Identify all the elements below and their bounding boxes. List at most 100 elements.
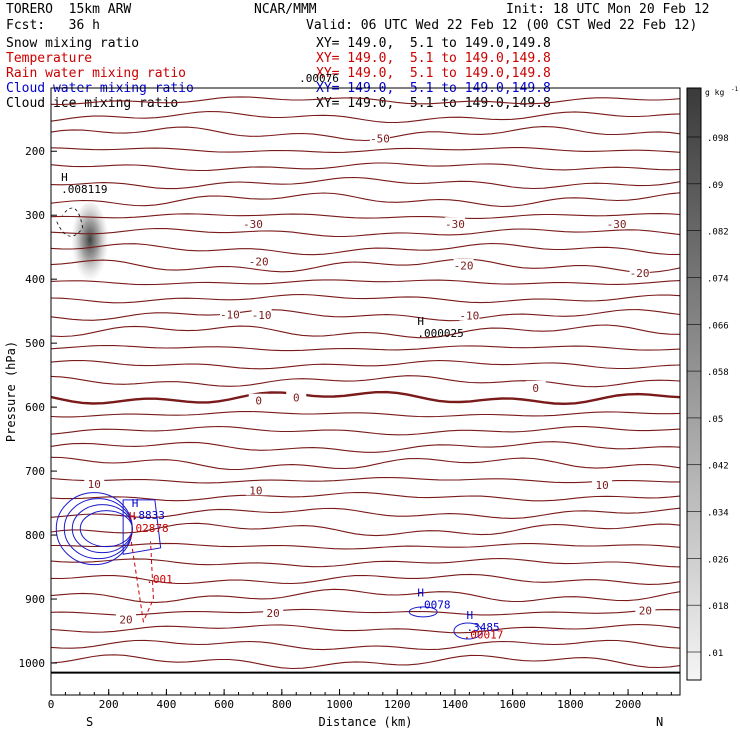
colorbar: .098 .09 .082 .074 .066 .058 .05 .042 .034 .026 .0…: [686, 86, 739, 681]
y-tick-label: 700: [25, 465, 45, 478]
colorbar-ramp: [686, 87, 702, 681]
cloud-water-contour: [79, 510, 133, 548]
x-tick-label: 1000: [326, 698, 353, 711]
extremum-value: .3485: [466, 621, 499, 634]
x-tick-label: 600: [214, 698, 234, 711]
extremum-value: .02878: [129, 522, 169, 535]
x-tick-label: 2000: [615, 698, 642, 711]
field-xy-temperature: XY= 149.0, 5.1 to 149.0,149.8: [316, 51, 551, 66]
temperature-label-bg: [459, 308, 480, 321]
temperature-label-bg: [116, 612, 137, 625]
temperature-label: -30: [445, 218, 465, 231]
south-label: S: [86, 715, 93, 729]
isotherm: [51, 213, 680, 219]
temperature-label: 10: [595, 479, 608, 492]
cloud-water-contour: [63, 498, 133, 560]
isotherm: [51, 242, 680, 256]
colorbar-tick-label: .082: [707, 228, 729, 238]
temperature-label: -10: [220, 308, 240, 321]
isotherm: [51, 344, 680, 352]
isotherm: [51, 476, 680, 484]
isotherm: [51, 456, 680, 471]
x-tick-label: 1200: [384, 698, 411, 711]
temperature-label-bg: [525, 380, 546, 393]
north-label: N: [656, 715, 663, 729]
isotherm: [51, 639, 680, 651]
colorbar-tick-label: .05: [707, 415, 723, 425]
extremum-value: .00017: [464, 629, 504, 642]
temperature-label: -30: [243, 218, 263, 231]
temperature-label-bg: [251, 308, 272, 321]
cloud-water-contour: [122, 499, 162, 555]
temperature-label-bg: [245, 483, 266, 496]
x-tick-label: 800: [272, 698, 292, 711]
temperature-label-bg: [629, 265, 650, 278]
cloud-ice-contour: [56, 207, 84, 237]
plot-area: [51, 82, 680, 674]
temperature-label: -20: [454, 260, 474, 273]
temperature-label: 0: [293, 392, 300, 405]
temperature-label: -30: [607, 218, 627, 231]
colorbar-tick-label: .018: [707, 602, 729, 612]
colorbar-tick-label: .098: [707, 134, 729, 144]
y-tick-label: 200: [25, 145, 45, 158]
colorbar-tick-label: .058: [707, 368, 729, 378]
forecast-hour: Fcst: 36 h: [6, 18, 100, 33]
colorbar-tick-label: .042: [707, 462, 729, 472]
x-tick-label: 1800: [557, 698, 584, 711]
temperature-label: -20: [630, 267, 650, 280]
isotherm-zero: [51, 390, 680, 406]
extremum-mark: H: [132, 497, 139, 510]
y-tick-label: 300: [25, 209, 45, 222]
x-tick-label: 0: [48, 698, 55, 711]
temperature-label: 0: [532, 382, 539, 395]
colorbar-tick-label: .026: [707, 555, 729, 565]
isotherm: [51, 441, 680, 453]
colorbar-tick-label: .074: [707, 274, 729, 284]
isotherm: [51, 176, 680, 190]
isotherm: [51, 293, 680, 304]
isotherm: [51, 324, 680, 339]
temperature-label-bg: [592, 478, 613, 491]
isotherm: [51, 110, 680, 124]
isotherm: [51, 410, 680, 418]
x-tick-label: 200: [99, 698, 119, 711]
temperature-label: 10: [88, 478, 101, 491]
temperature-label-bg: [263, 606, 284, 619]
y-tick-label: 500: [25, 337, 45, 350]
plot-frame: [50, 87, 681, 696]
extremum-mark: H: [466, 609, 473, 622]
extremum-value: .8833: [132, 509, 165, 522]
isotherm: [51, 654, 680, 670]
temperature-label: -50: [370, 132, 390, 145]
x-tick-label: 1600: [499, 698, 526, 711]
temperature-label: -20: [249, 255, 269, 268]
temperature-label-bg: [248, 254, 269, 267]
y-tick-label: 600: [25, 401, 45, 414]
isotherm: [51, 147, 680, 153]
temperature-label-bg: [369, 131, 390, 144]
cloud-water-contour: [408, 606, 438, 618]
y-tick-label: 800: [25, 529, 45, 542]
temperature-label-bg: [219, 307, 240, 320]
extremum-mark: H: [129, 510, 136, 523]
annotations: -50 -30 -30 -30 -20 -20 -20 -10 -10 -10 0 0 0 10 10 10 2…: [61, 72, 656, 642]
isotherm: [51, 507, 680, 519]
isotherm: [51, 192, 680, 208]
snow-shading: [71, 202, 109, 286]
isotherm: [51, 359, 680, 370]
field-label-cloud-ice: Cloud ice mixing ratio: [6, 96, 179, 111]
model-title: TORERO 15km ARW: [6, 2, 132, 17]
field-label-temperature: Temperature: [6, 51, 93, 66]
isotherm: [51, 126, 680, 142]
isotherm: [51, 425, 680, 436]
temperature-label: 20: [267, 607, 280, 620]
valid-time: Valid: 06 UTC Wed 22 Feb 12 (00 CST Wed …: [306, 18, 698, 33]
isotherm: [51, 82, 680, 87]
extremum-value: .000025: [417, 327, 463, 340]
y-tick-label: 900: [25, 593, 45, 606]
temperature-label-bg: [453, 258, 474, 271]
temperature-label-bg: [286, 390, 307, 403]
isotherm: [51, 542, 680, 550]
y-tick-label: 400: [25, 273, 45, 286]
